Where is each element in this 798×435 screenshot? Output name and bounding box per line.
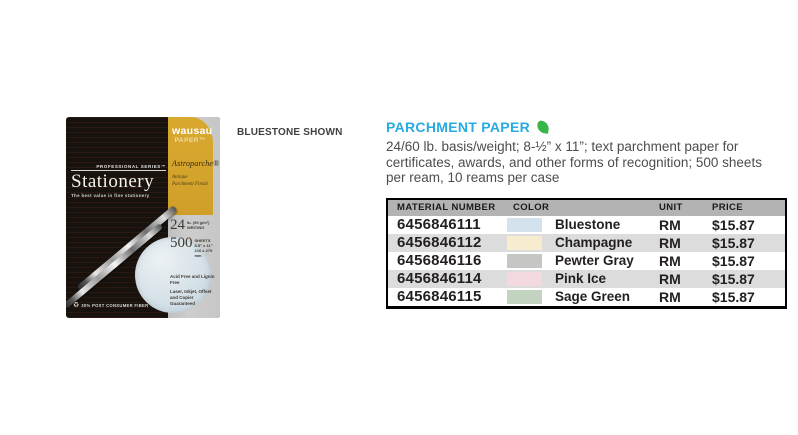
weight-number: 24 [170, 217, 185, 233]
series-label: PROFESSIONAL SERIES™ [96, 164, 166, 169]
price-value: $15.87 [712, 216, 755, 233]
table-row: 6456846112 Champagne RM $15.87 [388, 233, 785, 252]
table-row: 6456846116 Pewter Gray RM $15.87 [388, 252, 785, 270]
color-swatch [507, 271, 542, 286]
product-description: 24/60 lb. basis/weight; 8-½” x 11”; text… [386, 139, 787, 186]
color-name: Pink Ice [555, 271, 607, 286]
header-color: COLOR [513, 202, 550, 213]
color-name: Pewter Gray [555, 253, 634, 268]
color-swatch [507, 289, 542, 304]
sheets-number: 500 [170, 235, 193, 251]
material-number: 6456846115 [397, 288, 482, 305]
description-line: 24/60 lb. basis/weight; 8-½” x 11”; text… [386, 139, 739, 154]
acid-free-note: Acid Free and Lignin Free [170, 274, 215, 285]
material-number: 6456846111 [397, 216, 481, 233]
color-swatch [507, 235, 542, 250]
price-value: $15.87 [712, 288, 755, 305]
header-unit: UNIT [659, 202, 683, 213]
leaf-icon [536, 120, 550, 134]
header-material-number: MATERIAL NUMBER [397, 202, 496, 213]
package-title: Stationery [71, 171, 155, 192]
description-line: per ream, 10 reams per case [386, 170, 560, 185]
weight-spec: 24 lb. (90 g/m²) WRITING [170, 217, 210, 233]
brand-paper: PAPER™ [174, 137, 206, 144]
divider-line [71, 170, 166, 171]
unit-value: RM [659, 288, 681, 305]
unit-value: RM [659, 270, 681, 287]
table-row: 6456846115 Sage Green RM $15.87 [388, 288, 785, 306]
package-spec-block: 24 lb. (90 g/m²) WRITING 500 SHEETS 8.5”… [170, 218, 217, 307]
color-name: Sage Green [555, 289, 631, 304]
guarantee-note: Laser, Inkjet, Offset and Copier Guarant… [170, 289, 212, 306]
material-number: 6456846114 [397, 270, 482, 287]
section-header: PARCHMENT PAPER [386, 119, 787, 135]
description-line: certificates, awards, and other forms of… [386, 154, 762, 170]
product-section: PARCHMENT PAPER 24/60 lb. basis/weight; … [386, 119, 787, 309]
package-gold-panel: wausau PAPER™ Astroparche® Antique Parch… [168, 117, 220, 215]
color-name: Champagne [555, 235, 633, 250]
recycle-note: ♻ 30% POST CONSUMER FIBER [73, 302, 149, 309]
color-swatch [507, 253, 542, 268]
material-number: 6456846112 [397, 234, 482, 251]
price-value: $15.87 [712, 234, 755, 251]
bluestone-paper-swatch-circle [135, 237, 211, 313]
color-swatch [507, 217, 542, 232]
sheets-spec: 500 SHEETS 8.5” x 11” 216 x 279 mm [170, 235, 213, 259]
price-value: $15.87 [712, 270, 755, 287]
product-line-name: Astroparche® [172, 159, 220, 168]
material-number: 6456846116 [397, 252, 482, 269]
unit-value: RM [659, 252, 681, 269]
photo-caption: BLUESTONE SHOWN [237, 127, 343, 138]
finish-note: Antique Parchment Finish [172, 175, 208, 187]
table-row: 6456846114 Pink Ice RM $15.87 [388, 269, 785, 288]
table-header-row: MATERIAL NUMBER COLOR UNIT PRICE [388, 199, 785, 216]
table-row: 6456846111 Bluestone RM $15.87 [388, 216, 785, 234]
color-name: Bluestone [555, 217, 621, 232]
pricing-table: MATERIAL NUMBER COLOR UNIT PRICE 6456846… [386, 197, 787, 309]
header-price: PRICE [712, 202, 744, 213]
unit-value: RM [659, 234, 681, 251]
package-tagline: The best value in fine stationery [71, 193, 150, 198]
price-value: $15.87 [712, 252, 755, 269]
section-title: PARCHMENT PAPER [386, 119, 530, 135]
unit-value: RM [659, 216, 681, 233]
stationery-title-block: PROFESSIONAL SERIES™ Stationery The best… [71, 164, 166, 198]
recycle-icon: ♻ [73, 302, 80, 309]
product-photo: wausau PAPER™ Astroparche® Antique Parch… [66, 117, 220, 318]
brand-wausau: wausau [172, 125, 213, 137]
